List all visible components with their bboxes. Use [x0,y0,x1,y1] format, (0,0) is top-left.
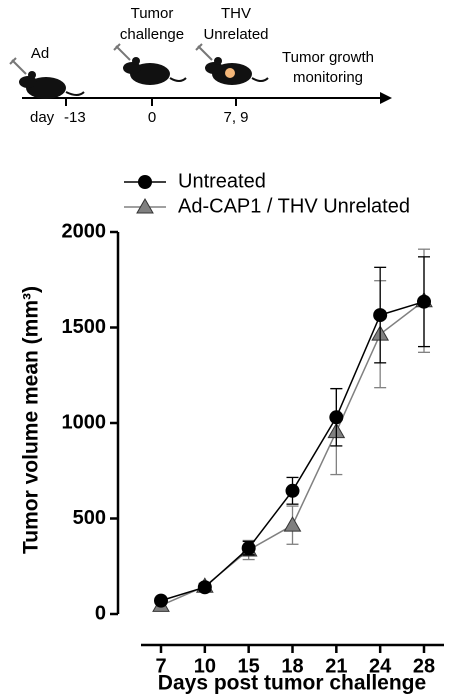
y-tick-label: 1500 [62,316,107,338]
y-tick-label: 2000 [62,220,107,242]
mouse-icon [19,71,85,99]
x-tick-label: 15 [238,655,260,677]
data-point [417,294,431,309]
day-label: day [30,109,55,126]
x-axis-label: Days post tumor challenge [158,672,426,695]
x-tick-label: 28 [413,655,435,677]
syringe-icon [9,57,27,75]
data-point [241,541,256,556]
data-point [373,308,388,323]
mouse-icon [205,57,269,85]
legend-label: Untreated [178,170,266,192]
data-point [329,410,344,425]
timeline-arrowhead [380,92,392,104]
series-line [160,300,425,602]
x-tick-label: 10 [194,655,216,677]
syringe-icon [195,43,213,61]
event-day: 0 [148,109,156,126]
series-line [160,300,425,607]
end-label: monitoring [293,69,363,86]
data-point [154,593,168,608]
y-tick-label: 1000 [62,411,107,433]
event-day: 7, 9 [223,109,248,126]
event-day: -13 [64,109,86,126]
mouse-icon [123,57,187,85]
y-axis-label: Tumor volume mean (mm³) [20,286,43,554]
legend-label: Ad-CAP1 / THV Unrelated [178,195,410,217]
event-label: Unrelated [203,26,268,43]
x-tick-label: 7 [155,655,166,677]
x-tick-label: 21 [325,655,347,677]
event-label: Tumor [131,5,174,22]
timeline-labels: Ad -13 Tumor challenge 0 THV Unrelated 7, 9 day T… [30,5,374,126]
y-tick-label: 500 [73,507,106,529]
x-tick-label: 18 [281,655,303,677]
y-tick-label: 0 [95,602,106,624]
syringe-icon [113,43,131,61]
timeline [9,43,392,106]
data-point [197,580,212,595]
legend-marker [136,197,154,214]
event-label: Ad [31,45,49,62]
event-label: THV [221,5,251,22]
event-label: challenge [120,26,184,43]
data-point [285,483,300,498]
x-tick-label: 24 [369,655,392,677]
end-label: Tumor growth [282,49,374,66]
legend-marker [138,175,152,189]
data-point [283,516,302,532]
